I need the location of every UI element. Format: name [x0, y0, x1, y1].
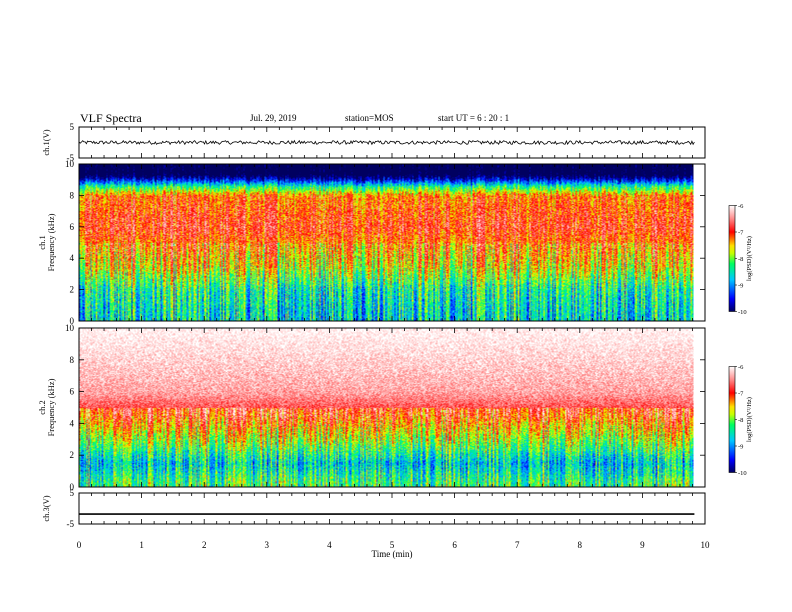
y-tick-label: 4: [70, 253, 75, 263]
x-tick-label: 1: [139, 540, 144, 550]
colorbar-ch2: -6 -7 -8 -9 -10 log(PSD)(V²/Hz): [728, 364, 753, 477]
colorbar-tick-label: -10: [738, 470, 747, 477]
colorbar-tick-label: -6: [738, 203, 744, 210]
y-tick-label: 0: [70, 482, 75, 492]
colorbar-tick-label: -10: [738, 309, 747, 316]
x-tick-label: 8: [578, 540, 583, 550]
y-axis-label: ch.2: [37, 400, 47, 414]
y-axis-label: ch.1: [37, 235, 47, 249]
colorbar-label: log(PSD)(V²/Hz): [746, 397, 753, 442]
x-tick-label: 9: [640, 540, 645, 550]
time-axis: 0 1 2 3 4 5 6 7 8 9 10 Time (min): [77, 540, 710, 559]
colorbar-scale: [728, 205, 736, 312]
ch1-spectrogram-panel: 0 2 4 6 8 10 ch.1 Frequency (kHz): [37, 159, 706, 326]
colorbar-ch1: -6 -7 -8 -9 -10 log(PSD)(V²/Hz): [728, 203, 753, 316]
y-axis-label: Frequency (kHz): [46, 213, 56, 271]
y-tick-label: 10: [65, 323, 75, 333]
spectrogram-image: [79, 328, 694, 487]
x-tick-label: 3: [265, 540, 270, 550]
ch1-waveform-panel: 5 -5 ch.1(V): [41, 122, 706, 163]
x-tick-label: 4: [327, 540, 332, 550]
colorbar-scale: [728, 366, 736, 473]
y-tick-label: 4: [70, 418, 75, 428]
x-tick-label: 6: [452, 540, 457, 550]
y-tick-label: 5: [70, 488, 75, 498]
colorbar-tick-label: -7: [738, 391, 744, 398]
x-tick-label: 2: [202, 540, 207, 550]
y-tick-label: 2: [70, 450, 75, 460]
x-tick-label: 7: [515, 540, 520, 550]
y-tick-label: 6: [70, 222, 75, 232]
y-tick-label: 0: [70, 316, 75, 326]
y-tick-label: 8: [70, 355, 75, 365]
x-tick-label: 0: [77, 540, 82, 550]
y-axis-label: ch.1(V): [41, 129, 51, 155]
y-axis-label: Frequency (kHz): [46, 378, 56, 436]
colorbar-tick-label: -8: [738, 417, 743, 424]
y-tick-label: -5: [67, 153, 75, 163]
y-tick-label: 5: [70, 122, 75, 132]
colorbar-tick-label: -7: [738, 230, 744, 237]
y-tick-label: 8: [70, 190, 75, 200]
ch3-waveform-panel: 5 -5 ch.3(V): [41, 488, 706, 529]
y-tick-label: 2: [70, 285, 75, 295]
y-tick-label: 6: [70, 387, 75, 397]
spectrogram-image: [79, 164, 694, 321]
colorbar-tick-label: -6: [738, 364, 744, 371]
y-axis-label: ch.3(V): [41, 495, 51, 521]
figure-title: VLF Spectra: [80, 111, 142, 125]
colorbar-tick-label: -9: [738, 444, 743, 451]
x-axis-label: Time (min): [372, 549, 413, 559]
station-label: station=MOS: [345, 113, 394, 123]
x-tick-label: 5: [390, 540, 395, 550]
colorbar-label: log(PSD)(V²/Hz): [746, 236, 753, 281]
ch1-trace: [78, 139, 695, 146]
ch2-spectrogram-panel: 0 2 4 6 8 10 ch.2 Frequency (kHz): [37, 323, 706, 492]
y-tick-label: -5: [67, 519, 75, 529]
y-tick-label: 10: [65, 159, 75, 169]
colorbar-tick-label: -9: [738, 283, 743, 290]
date-label: Jul. 29, 2019: [250, 113, 297, 123]
x-tick-label: 10: [701, 540, 711, 550]
start-time-label: start UT = 6 : 20 : 1: [438, 113, 510, 123]
colorbar-tick-label: -8: [738, 256, 743, 263]
